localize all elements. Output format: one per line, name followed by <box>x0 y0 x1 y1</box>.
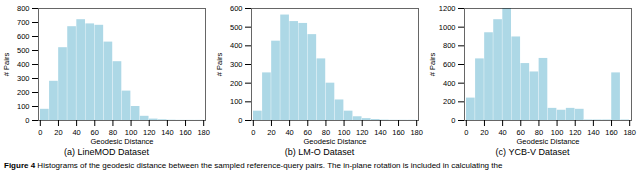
svg-text:300: 300 <box>17 74 30 83</box>
svg-text:160: 160 <box>605 128 618 137</box>
svg-text:Geodesic Distance: Geodesic Distance <box>91 137 154 146</box>
svg-text:400: 400 <box>230 41 243 50</box>
html-text:(a) LineMOD Dataset: (a) LineMOD Dataset <box>64 147 149 157</box>
html-text:Figure 4 Histograms of the geo: Figure 4 Histograms of the geodesic dist… <box>4 161 503 170</box>
svg-text:60: 60 <box>304 128 312 137</box>
svg-text:120: 120 <box>569 128 582 137</box>
html-text:(b) LM-O Dataset: (b) LM-O Dataset <box>284 147 355 157</box>
svg-text:80: 80 <box>535 128 543 137</box>
svg-text:# Pairs: # Pairs <box>215 53 224 77</box>
svg-text:100: 100 <box>17 102 30 111</box>
svg-text:1200: 1200 <box>439 4 456 13</box>
svg-text:20: 20 <box>54 128 62 137</box>
svg-text:20: 20 <box>480 128 488 137</box>
svg-text:100: 100 <box>125 128 138 137</box>
svg-text:200: 200 <box>230 79 243 88</box>
svg-text:0: 0 <box>451 116 455 125</box>
svg-text:100: 100 <box>338 128 351 137</box>
svg-text:180: 180 <box>197 128 210 137</box>
svg-text:140: 140 <box>161 128 174 137</box>
svg-text:500: 500 <box>230 23 243 32</box>
svg-text:1000: 1000 <box>439 23 456 32</box>
svg-text:800: 800 <box>17 4 30 13</box>
svg-text:40: 40 <box>72 128 80 137</box>
svg-text:400: 400 <box>443 79 456 88</box>
svg-text:700: 700 <box>17 18 30 27</box>
svg-text:20: 20 <box>267 128 275 137</box>
svg-text:0: 0 <box>251 128 255 137</box>
svg-text:Geodesic Distance: Geodesic Distance <box>517 137 580 146</box>
html-text:(c) YCB-V Dataset: (c) YCB-V Dataset <box>495 147 570 157</box>
svg-text:100: 100 <box>230 97 243 106</box>
svg-text:200: 200 <box>17 88 30 97</box>
svg-text:160: 160 <box>392 128 405 137</box>
svg-text:800: 800 <box>443 41 456 50</box>
svg-text:180: 180 <box>623 128 636 137</box>
svg-text:80: 80 <box>109 128 117 137</box>
svg-text:# Pairs: # Pairs <box>428 53 437 77</box>
svg-text:120: 120 <box>143 128 156 137</box>
svg-text:140: 140 <box>374 128 387 137</box>
svg-text:40: 40 <box>498 128 506 137</box>
svg-text:600: 600 <box>443 60 456 69</box>
svg-text:60: 60 <box>91 128 99 137</box>
svg-text:60: 60 <box>517 128 525 137</box>
svg-text:500: 500 <box>17 46 30 55</box>
svg-text:Geodesic Distance: Geodesic Distance <box>304 137 367 146</box>
svg-text:100: 100 <box>551 128 564 137</box>
svg-text:120: 120 <box>356 128 369 137</box>
svg-text:180: 180 <box>410 128 423 137</box>
svg-text:# Pairs: # Pairs <box>2 53 11 77</box>
svg-text:140: 140 <box>587 128 600 137</box>
svg-text:0: 0 <box>25 116 29 125</box>
svg-text:600: 600 <box>17 32 30 41</box>
svg-text:80: 80 <box>322 128 330 137</box>
svg-text:160: 160 <box>179 128 192 137</box>
svg-text:300: 300 <box>230 60 243 69</box>
svg-text:40: 40 <box>285 128 293 137</box>
svg-text:200: 200 <box>443 97 456 106</box>
svg-text:0: 0 <box>464 128 468 137</box>
svg-text:0: 0 <box>238 116 242 125</box>
svg-text:400: 400 <box>17 60 30 69</box>
svg-text:0: 0 <box>38 128 42 137</box>
svg-text:600: 600 <box>230 4 243 13</box>
